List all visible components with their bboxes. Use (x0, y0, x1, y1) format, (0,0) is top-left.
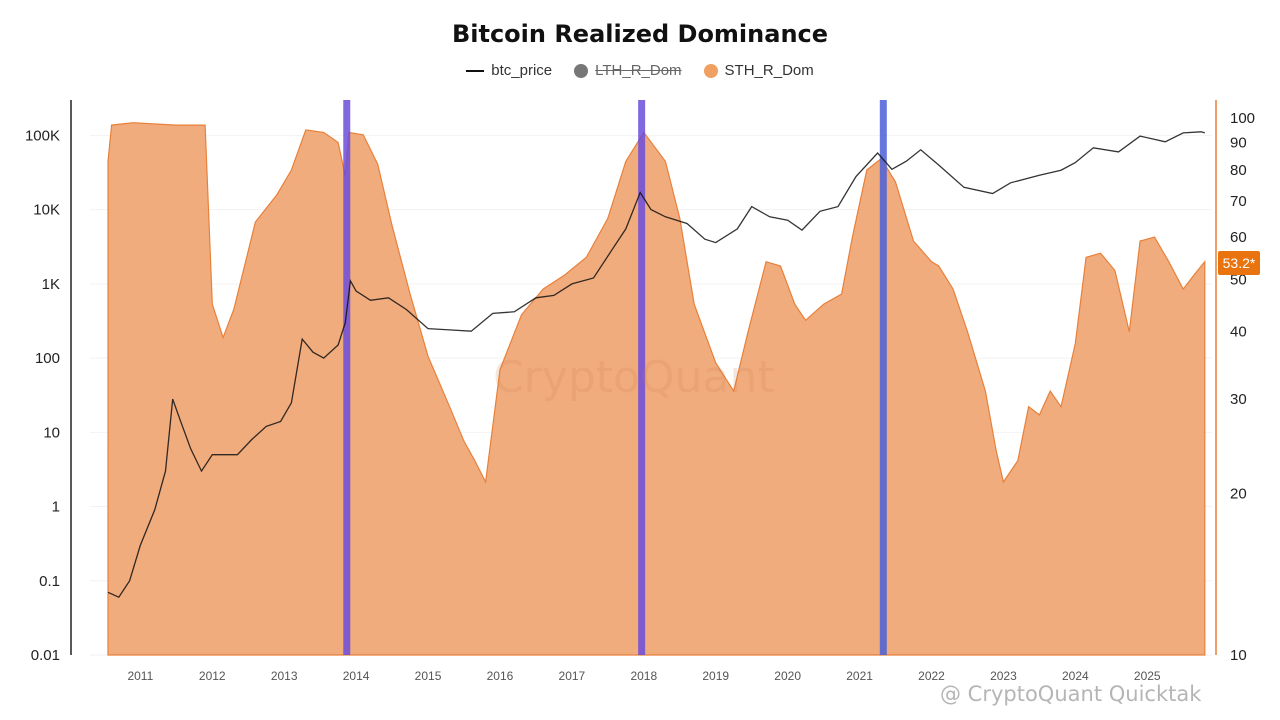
left-axis-tick-label: 10 (43, 424, 60, 441)
right-axis-tick-label: 10 (1230, 647, 1247, 664)
watermark: CryptoQuant (493, 352, 775, 403)
left-axis-tick-label: 1 (52, 499, 60, 516)
cycle-marker-2 (638, 100, 646, 655)
right-axis-tick-label: 50 (1230, 272, 1247, 289)
x-axis-tick-label: 2023 (990, 669, 1017, 683)
x-axis-tick-label: 2024 (1062, 669, 1089, 683)
left-axis-tick-label: 100 (35, 350, 60, 367)
x-axis-tick-label: 2016 (487, 669, 514, 683)
left-axis-tick-label: 0.01 (31, 647, 60, 664)
x-axis-tick-label: 2013 (271, 669, 298, 683)
x-axis-tick-label: 2022 (918, 669, 945, 683)
right-axis-tick-label: 60 (1230, 229, 1247, 246)
x-axis-tick-label: 2012 (199, 669, 226, 683)
legend-line-swatch (466, 69, 485, 72)
right-axis-tick-label: 30 (1230, 391, 1247, 408)
x-axis-tick-label: 2011 (127, 669, 153, 683)
right-axis-tick-label: 90 (1230, 135, 1247, 152)
left-axis-tick-label: 100K (25, 127, 60, 144)
right-axis-tick-label: 100 (1230, 110, 1255, 127)
x-axis-tick-label: 2019 (702, 669, 729, 683)
chart-title: Bitcoin Realized Dominance (451, 20, 829, 48)
btc-price-line (107, 131, 1205, 599)
legend-dot-swatch (574, 63, 589, 78)
credit-watermark: @ CryptoQuant Quicktak (940, 682, 1202, 706)
cycle-marker-1 (343, 100, 351, 655)
x-axis-tick-label: 2014 (343, 669, 370, 683)
left-axis-tick-label: 1K (42, 276, 60, 293)
left-axis-tick-label: 10K (33, 202, 60, 219)
legend-label-lth-r-dom: LTH_R_Dom (595, 62, 682, 79)
legend-item-sth-r-dom[interactable]: STH_R_Dom (703, 62, 814, 79)
legend-dot-swatch (703, 63, 718, 78)
right-axis-tick-label: 70 (1230, 193, 1247, 210)
legend-item-lth-r-dom[interactable]: LTH_R_Dom (574, 62, 682, 79)
sth-r-dom-area (107, 122, 1206, 656)
x-axis-tick-label: 2020 (774, 669, 801, 683)
right-axis-tick-label: 20 (1230, 485, 1247, 502)
current-value-badge: 53.2* (1218, 251, 1260, 275)
cycle-marker-3 (879, 100, 887, 655)
left-axis-tick-label: 0.1 (39, 573, 60, 590)
legend: btc_price LTH_R_Dom STH_R_Dom (0, 62, 1280, 79)
legend-item-btc-price[interactable]: btc_price (466, 62, 552, 79)
legend-label-sth-r-dom: STH_R_Dom (724, 62, 814, 79)
x-axis-tick-label: 2025 (1134, 669, 1161, 683)
right-axis-tick-label: 40 (1230, 324, 1247, 341)
x-axis-tick-label: 2018 (630, 669, 657, 683)
x-axis-tick-label: 2021 (846, 669, 873, 683)
x-axis-tick-label: 2015 (415, 669, 442, 683)
legend-label-btc-price: btc_price (491, 62, 553, 79)
right-axis-tick-label: 80 (1230, 162, 1247, 179)
x-axis-tick-label: 2017 (559, 669, 586, 683)
